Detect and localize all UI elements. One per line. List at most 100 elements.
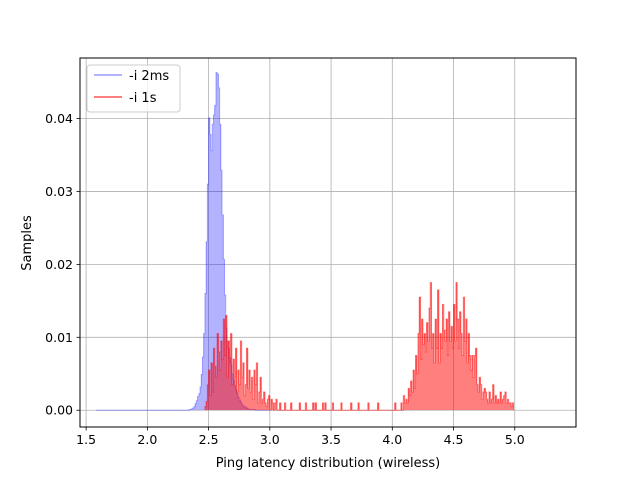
- histogram-bar: [467, 362, 469, 411]
- histogram-bar: [268, 395, 270, 411]
- histogram-bar: [511, 406, 513, 411]
- histogram-bar: [215, 72, 218, 411]
- histogram-bar: [424, 333, 426, 411]
- histogram-bar: [252, 399, 254, 411]
- histogram-bar: [470, 370, 472, 411]
- x-tick-label: 2.0: [137, 432, 157, 447]
- histogram-bar: [241, 377, 243, 411]
- histogram-bar: [246, 348, 248, 411]
- histogram-bar: [411, 391, 414, 411]
- histogram-bar: [207, 184, 209, 411]
- histogram-bar: [475, 348, 477, 411]
- histogram-bar: [206, 241, 208, 411]
- histogram-bar: [237, 370, 240, 411]
- y-tick-label: 0.01: [45, 330, 73, 345]
- histogram-bar: [490, 402, 492, 411]
- histogram-bar: [251, 377, 253, 411]
- histogram-bar: [224, 295, 226, 411]
- histogram-bar: [492, 384, 494, 411]
- histogram-bar: [253, 370, 256, 411]
- histogram-bar: [405, 399, 407, 411]
- histogram-bar: [444, 340, 447, 411]
- histogram-bar: [465, 319, 468, 411]
- histogram-bar: [479, 377, 481, 411]
- histogram-bar: [400, 402, 403, 411]
- histogram-bar: [418, 333, 420, 411]
- histogram-bar: [272, 402, 274, 411]
- histogram-bar: [422, 344, 425, 411]
- histogram-bar: [257, 402, 259, 411]
- histogram-bar: [262, 399, 264, 411]
- histogram-bar: [502, 399, 504, 411]
- histogram-bar: [457, 319, 459, 411]
- histogram-bar: [416, 373, 419, 411]
- histogram-bar: [438, 362, 441, 411]
- histogram-bar: [403, 395, 405, 411]
- y-tick-label: 0.00: [45, 403, 73, 418]
- histogram-bar: [264, 402, 267, 411]
- histogram-bar: [190, 409, 192, 411]
- legend-box: [86, 64, 181, 113]
- histogram-bar: [324, 402, 327, 411]
- histogram-bar: [261, 402, 263, 411]
- histogram-bar: [421, 319, 423, 411]
- x-tick-label: 4.5: [444, 432, 464, 447]
- histogram-bar: [305, 402, 307, 411]
- histogram-bar: [377, 402, 379, 411]
- histogram-bar: [497, 399, 499, 411]
- histogram-bar: [358, 402, 360, 411]
- x-tick-label: 5.0: [505, 432, 525, 447]
- histogram-bar: [506, 402, 508, 411]
- histogram-bar: [440, 333, 442, 411]
- histogram-bar: [222, 359, 224, 411]
- histogram-bar: [245, 384, 247, 411]
- histogram-bar: [498, 402, 501, 411]
- histogram-bar: [247, 388, 250, 411]
- histogram-bar: [299, 402, 301, 411]
- histogram-bar: [215, 377, 218, 411]
- histogram-bar: [430, 282, 432, 411]
- histogram-bar: [222, 214, 224, 411]
- histogram-bar: [425, 351, 427, 411]
- histogram-bar: [206, 401, 208, 411]
- histogram-bar: [211, 362, 213, 411]
- histogram-bar: [263, 391, 265, 411]
- legend-label-series-0: -i 2ms: [129, 69, 169, 84]
- histogram-bar: [315, 402, 317, 411]
- series-1-outline: [204, 282, 515, 411]
- histogram-bar: [332, 402, 334, 411]
- y-axis-label: Samples: [20, 215, 35, 271]
- histogram-bar: [240, 340, 242, 411]
- histogram-bar: [204, 293, 207, 411]
- histogram-bar: [233, 359, 235, 411]
- plot-frame: [79, 57, 577, 428]
- histogram-bar: [203, 333, 205, 411]
- histogram-bar: [201, 374, 203, 411]
- histogram-bar: [482, 391, 485, 411]
- histogram-bar: [415, 355, 417, 411]
- histogram-bar: [491, 399, 493, 411]
- histogram-bar: [452, 348, 454, 411]
- histogram-bar: [464, 340, 466, 411]
- histogram-bar: [449, 340, 452, 411]
- histogram-bar: [242, 362, 245, 411]
- histogram-bar: [468, 333, 470, 411]
- histogram-bar: [256, 362, 258, 411]
- histogram-bar: [217, 333, 219, 411]
- histogram-bar: [284, 402, 286, 411]
- histogram-bar: [213, 114, 215, 411]
- histogram-bar: [413, 370, 415, 411]
- histogram-bar: [213, 348, 215, 411]
- histogram-bar: [275, 399, 278, 411]
- histogram-bar: [435, 319, 437, 411]
- histogram-bar: [500, 391, 502, 411]
- histogram-bar: [503, 395, 505, 411]
- histogram-bar: [350, 402, 352, 411]
- y-tick-label: 0.02: [45, 257, 73, 272]
- histogram-bar: [192, 408, 194, 411]
- histogram-bar: [274, 402, 276, 411]
- histogram-bar: [208, 370, 210, 411]
- histogram-bar: [443, 330, 445, 411]
- histogram-bar: [271, 399, 273, 411]
